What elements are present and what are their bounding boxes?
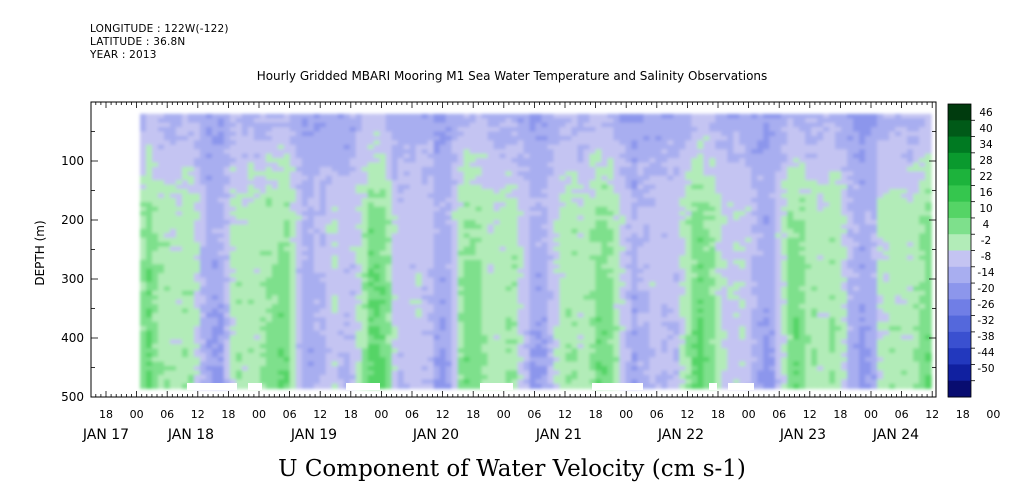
x-day-label: JAN 18 — [167, 427, 214, 443]
x-tick-label: 06 — [283, 408, 297, 421]
x-axis-ticks: 18 00 06 12 18 00 06 12 18 00 06 12 18 00 06 12 18 00 06 12… — [82, 102, 1000, 443]
x-day-label: JAN 19 — [290, 427, 337, 443]
colorbar-label: -38 — [977, 331, 994, 343]
colorbar-label: 28 — [979, 155, 992, 167]
y-tick-label: 300 — [61, 272, 84, 286]
colorbar-label: -14 — [977, 267, 994, 279]
x-tick-label: 18 — [466, 408, 480, 421]
colorbar-swatch — [948, 104, 971, 121]
x-tick-label: 18 — [221, 408, 235, 421]
x-day-label: JAN 20 — [412, 427, 459, 443]
x-day-label: JAN 23 — [779, 427, 826, 443]
chart-title: Hourly Gridded MBARI Mooring M1 Sea Wate… — [257, 69, 768, 83]
colorbar-swatch — [948, 234, 971, 251]
x-tick-label: 00 — [742, 408, 756, 421]
x-tick-label: 12 — [191, 408, 205, 421]
colorbar-swatch — [948, 283, 971, 300]
colorbar-label: -32 — [977, 315, 994, 327]
colorbar-label: -44 — [977, 347, 994, 359]
colorbar-swatch — [948, 266, 971, 284]
colorbar-swatch — [948, 201, 971, 219]
x-tick-label: 12 — [680, 408, 694, 421]
colorbar-swatch — [948, 315, 971, 333]
x-tick-label: 06 — [650, 408, 664, 421]
x-tick-label: 06 — [527, 408, 541, 421]
y-tick-label: 500 — [61, 390, 84, 404]
x-tick-label: 00 — [619, 408, 633, 421]
x-tick-label: 18 — [589, 408, 603, 421]
x-day-label: JAN 22 — [657, 427, 704, 443]
x-tick-label: 18 — [956, 408, 970, 421]
colorbar-swatch — [948, 250, 971, 268]
longitude-label: LONGITUDE : 122W(-122) — [90, 23, 229, 35]
x-tick-label: 00 — [497, 408, 511, 421]
colorbar-swatch — [948, 364, 971, 382]
colorbar-swatch — [948, 331, 971, 349]
colorbar-swatch — [948, 169, 971, 186]
x-day-label: JAN 24 — [872, 427, 919, 443]
colorbar: 46 40 34 28 22 16 10 4 -2 -8 -14 -20 -26 -32 -38 -44 -50 — [947, 103, 995, 398]
x-tick-label: 06 — [772, 408, 786, 421]
x-day-label: JAN 21 — [535, 427, 582, 443]
x-tick-label: 00 — [130, 408, 144, 421]
colorbar-swatch — [948, 152, 971, 170]
x-tick-label: 00 — [986, 408, 1000, 421]
colorbar-swatch — [948, 217, 971, 235]
y-tick-label: 100 — [61, 154, 84, 168]
x-tick-label: 18 — [711, 408, 725, 421]
colorbar-label: -2 — [981, 235, 991, 247]
chart-caption: U Component of Water Velocity (cm s-1) — [278, 456, 746, 482]
year-label: YEAR : 2013 — [90, 49, 157, 61]
colorbar-label: 34 — [979, 139, 993, 151]
y-axis-ticks: 100 200 300 400 500 — [61, 131, 936, 404]
x-tick-label: 12 — [925, 408, 939, 421]
x-tick-label: 00 — [374, 408, 388, 421]
y-tick-label: 200 — [61, 213, 84, 227]
colorbar-label: -20 — [977, 283, 994, 295]
x-tick-label: 12 — [436, 408, 450, 421]
x-day-label: JAN 17 — [82, 427, 129, 443]
heatmap-field — [140, 113, 932, 389]
x-tick-label: 06 — [405, 408, 419, 421]
x-tick-label: 12 — [313, 408, 327, 421]
colorbar-label: -26 — [977, 299, 994, 311]
x-tick-label: 00 — [252, 408, 266, 421]
colorbar-label: 40 — [979, 123, 992, 135]
y-axis-title: DEPTH (m) — [33, 220, 47, 285]
colorbar-swatch — [948, 120, 971, 138]
missing-data-gaps — [92, 103, 754, 395]
colorbar-swatch — [948, 185, 971, 203]
colorbar-label: 22 — [979, 171, 992, 183]
x-tick-label: 12 — [558, 408, 572, 421]
x-tick-label: 06 — [895, 408, 909, 421]
colorbar-label: 4 — [983, 219, 990, 231]
x-tick-label: 06 — [160, 408, 174, 421]
latitude-label: LATITUDE : 36.8N — [90, 36, 186, 48]
colorbar-label: 10 — [979, 203, 992, 215]
colorbar-label: 46 — [979, 107, 993, 119]
x-tick-label: 18 — [344, 408, 358, 421]
colorbar-swatch — [948, 136, 971, 154]
colorbar-swatch — [948, 299, 971, 317]
colorbar-swatch — [948, 380, 971, 398]
x-tick-label: 18 — [99, 408, 113, 421]
x-tick-label: 12 — [803, 408, 817, 421]
colorbar-label: -50 — [977, 363, 994, 375]
x-tick-label: 00 — [864, 408, 878, 421]
colorbar-swatch — [948, 348, 971, 365]
y-tick-label: 400 — [61, 331, 84, 345]
x-tick-label: 18 — [833, 408, 847, 421]
colorbar-label: 16 — [979, 187, 993, 199]
colorbar-label: -8 — [981, 251, 991, 263]
